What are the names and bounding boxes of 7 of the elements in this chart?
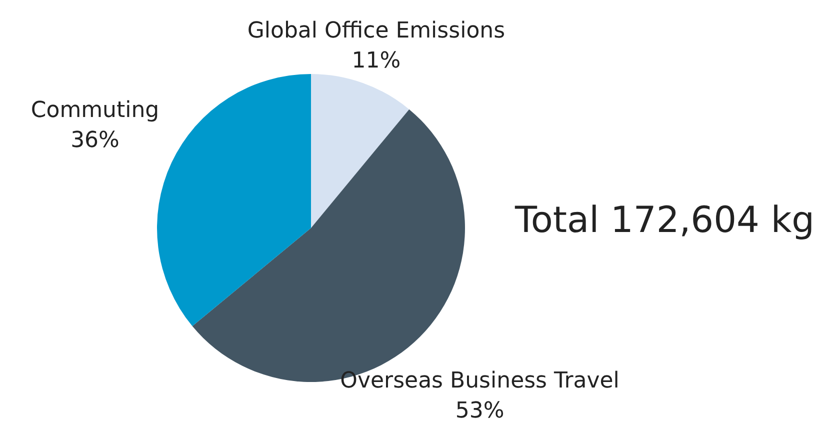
data-label: 53% xyxy=(455,398,504,424)
data-label: 36% xyxy=(70,128,120,154)
slice-label: Overseas Business Travel xyxy=(340,368,620,394)
data-label: 11% xyxy=(352,48,401,74)
text: Total 172,604 kg xyxy=(515,200,815,241)
slice-label: Commuting xyxy=(30,98,160,124)
slice-label: Global Office Emissions xyxy=(247,18,506,44)
